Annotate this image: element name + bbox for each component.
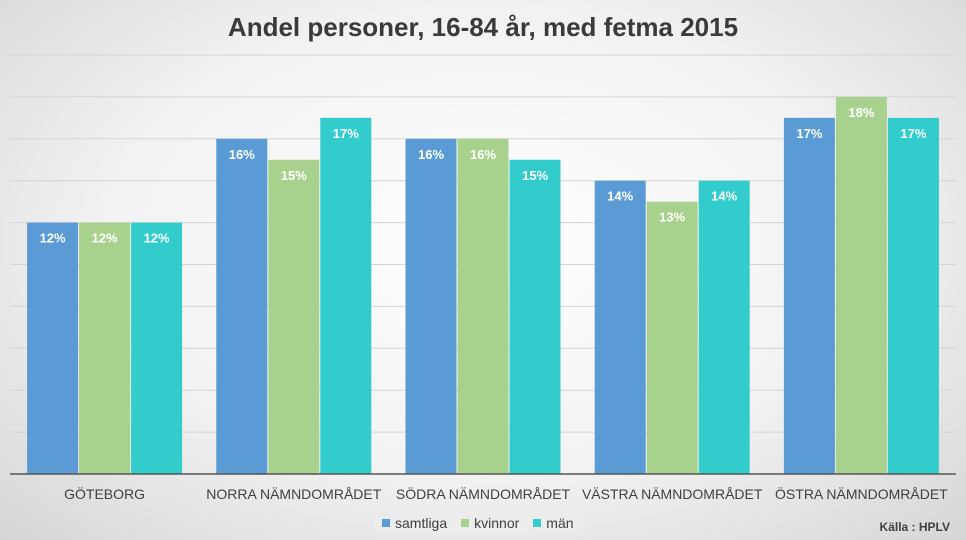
bar-kvinnor xyxy=(835,96,887,475)
bar-män xyxy=(887,117,939,474)
legend-item-samtliga: samtliga xyxy=(382,515,447,531)
data-label: 16% xyxy=(470,147,496,162)
legend-swatch-man xyxy=(533,519,542,527)
bar-samtliga xyxy=(27,222,79,474)
data-label: 17% xyxy=(796,126,822,141)
x-tick-label: ÖSTRA NÄMNDOMRÅDET xyxy=(775,485,948,502)
data-label: 12% xyxy=(92,231,118,246)
legend-item-man: män xyxy=(533,515,574,531)
bar-män xyxy=(509,159,561,474)
chart-legend: samtliga kvinnor män xyxy=(374,512,582,534)
data-label: 16% xyxy=(418,147,444,162)
bar-kvinnor xyxy=(79,222,131,474)
data-label: 12% xyxy=(40,231,66,246)
data-label: 14% xyxy=(607,189,633,204)
data-label: 15% xyxy=(522,168,548,183)
data-label: 17% xyxy=(333,126,359,141)
legend-label-kvinnor: kvinnor xyxy=(474,515,520,531)
legend-label-samtliga: samtliga xyxy=(395,515,448,531)
legend-item-kvinnor: kvinnor xyxy=(461,515,519,531)
x-tick-label: SÖDRA NÄMNDOMRÅDET xyxy=(396,485,571,502)
bar-samtliga xyxy=(783,117,835,474)
chart-title: Andel personer, 16-84 år, med fetma 2015 xyxy=(227,12,739,42)
data-label: 14% xyxy=(711,189,737,204)
data-label: 15% xyxy=(281,168,307,183)
data-label: 18% xyxy=(848,105,874,120)
x-tick-label: GÖTEBORG xyxy=(64,485,145,502)
bar-samtliga xyxy=(594,180,646,474)
data-label: 12% xyxy=(144,231,170,246)
source-note: Källa : HPLV xyxy=(879,520,950,534)
data-label: 16% xyxy=(229,147,255,162)
legend-swatch-kvinnor xyxy=(461,519,470,527)
bar-kvinnor xyxy=(268,159,320,474)
legend-label-man: män xyxy=(546,515,574,531)
x-tick-label: VÄSTRA NÄMNDOMRÅDET xyxy=(582,486,763,502)
bar-samtliga xyxy=(405,138,457,475)
bar-män xyxy=(320,117,372,474)
bar-män xyxy=(131,222,183,474)
bar-kvinnor xyxy=(457,138,509,475)
data-label: 13% xyxy=(659,210,685,225)
data-label: 17% xyxy=(900,126,926,141)
bar-samtliga xyxy=(216,138,268,475)
bar-kvinnor xyxy=(646,201,698,474)
bar-män xyxy=(698,180,750,474)
legend-swatch-samtliga xyxy=(382,519,390,527)
x-tick-label: NORRA NÄMNDOMRÅDET xyxy=(206,486,381,502)
